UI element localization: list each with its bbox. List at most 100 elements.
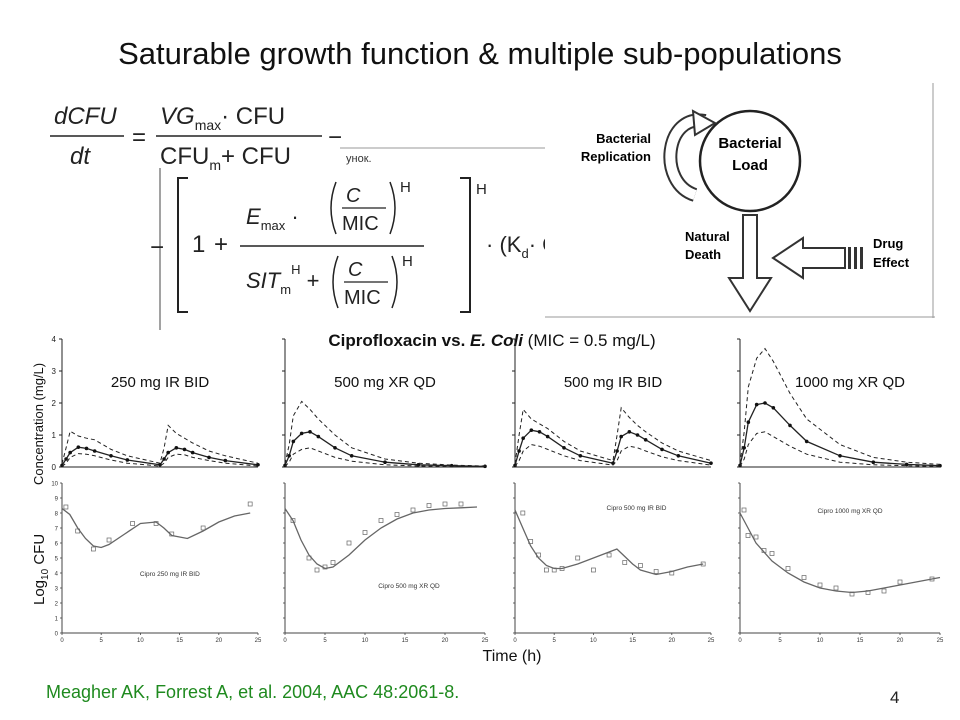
conc-point [904, 462, 909, 467]
conc-point [308, 430, 312, 434]
eq-artifact-text: унок. [346, 153, 372, 165]
cfu-observed-point [106, 537, 112, 543]
cfu-observed-point [362, 530, 368, 535]
cfu-x-tick-label: 25 [482, 638, 489, 644]
cfu-y-tick-label: 5 [55, 557, 59, 563]
cfu-observed-point [700, 561, 706, 567]
replication-arrow-icon [691, 109, 718, 137]
cfu-observed-point [75, 528, 81, 534]
svg-text:Replication: Replication [581, 149, 651, 164]
cfu-y-tick-label: 4 [55, 572, 59, 578]
svg-text:H: H [400, 179, 411, 196]
conc-bound-line [514, 444, 712, 467]
cfu-observed-point [801, 575, 807, 580]
conc-point [182, 447, 187, 452]
cfu-x-tick-label: 10 [362, 638, 369, 644]
panels-heading: Ciprofloxacin vs. E. Coli (MIC = 0.5 mg/… [328, 331, 655, 350]
conc-panel-title: 250 mg IR BID [111, 374, 210, 391]
cfu-observed-point [330, 560, 336, 565]
conc-point [529, 428, 534, 432]
cfu-observed-point [410, 507, 416, 513]
cfu-observed-point [247, 501, 253, 507]
conc-point [76, 445, 81, 449]
conc-point [162, 457, 166, 461]
svg-text:H: H [402, 253, 413, 270]
conc-point [84, 446, 89, 451]
conc-y-tick-label: 0 [52, 463, 57, 472]
conc-point [763, 401, 767, 405]
cfu-x-tick-label: 10 [817, 638, 824, 644]
conc-point [223, 458, 228, 463]
cfu-y-tick-label: 10 [51, 482, 58, 488]
conc-median-line [739, 402, 941, 467]
eq-growth-denominator: CFUm+ CFU [160, 143, 291, 173]
conc-bound-line [284, 400, 486, 467]
cfu-observed-point [929, 576, 935, 582]
cfu-x-tick-label: 10 [590, 638, 597, 644]
svg-text:Death: Death [685, 247, 721, 262]
cfu-x-tick-label: 20 [215, 638, 222, 644]
conc-point [627, 430, 632, 434]
cfu-y-tick-label: 9 [55, 497, 59, 503]
svg-text:−: − [328, 124, 342, 151]
conc-point [92, 449, 97, 453]
cfu-observed-point [817, 582, 823, 588]
svg-text:C: C [348, 259, 363, 281]
conc-point [299, 431, 304, 436]
cfu-x-tick-label: 25 [708, 638, 715, 644]
cfu-observed-point [849, 591, 855, 597]
conc-point [746, 420, 751, 424]
conc-point [643, 438, 648, 442]
cfu-observed-point [865, 590, 871, 595]
cfu-y-tick-label: 6 [55, 542, 59, 548]
cfu-observed-point [591, 567, 596, 573]
conc-point [537, 430, 542, 434]
bacterial-load-circle [698, 109, 802, 213]
conc-point [449, 463, 454, 468]
cfu-observed-point [200, 525, 206, 531]
svg-text:Effect: Effect [873, 255, 910, 270]
cfu-y-tick-label: 3 [55, 587, 59, 593]
conc-panel-title: 1000 mg XR QD [795, 374, 905, 391]
svg-text:=: = [132, 124, 146, 151]
cfu-panel-label: Cipro 1000 mg XR QD [817, 508, 882, 515]
conc-point [709, 461, 713, 465]
cfu-x-tick-label: 25 [937, 638, 944, 644]
cfu-x-tick-label: 15 [176, 638, 183, 644]
conc-point [562, 446, 566, 450]
svg-text:MIC: MIC [342, 213, 379, 235]
conc-y-tick-label: 3 [52, 367, 57, 376]
cfu-observed-point [130, 521, 135, 526]
pk-pd-panels: Ciprofloxacin vs. E. Coli (MIC = 0.5 mg/… [31, 331, 944, 665]
cfu-observed-point [520, 510, 526, 516]
eq-sit: SITmH + [246, 262, 319, 297]
cfu-x-tick-label: 25 [255, 638, 262, 644]
conc-median-line [284, 431, 486, 468]
conc-point [521, 436, 525, 440]
cfu-observed-point [761, 548, 767, 553]
cfu-x-tick-label: 20 [668, 638, 675, 644]
cfu-observed-point [881, 588, 887, 594]
citation: Meagher AK, Forrest A, et al. 2004, AAC … [46, 682, 460, 702]
cfu-observed-point [290, 518, 296, 523]
conc-median-line [61, 446, 259, 466]
conc-ylabel: Concentration (mg/L) [31, 363, 46, 485]
cfu-x-tick-label: 15 [857, 638, 864, 644]
cfu-observed-point [785, 566, 791, 571]
conc-point [64, 457, 68, 461]
svg-text:+: + [214, 231, 228, 258]
cfu-panel-label: Cipro 500 mg IR BID [607, 505, 667, 512]
cfu-observed-point [458, 501, 464, 507]
conc-point [676, 454, 681, 458]
svg-text:Natural: Natural [685, 229, 730, 244]
conc-point [615, 449, 619, 453]
conc-point [291, 439, 296, 444]
cfu-observed-point [669, 570, 675, 576]
cfu-ylabel: Log10 CFU [31, 534, 51, 605]
cfu-observed-point [91, 546, 96, 552]
cfu-x-tick-label: 0 [513, 638, 517, 644]
cfu-model-line [61, 507, 251, 549]
conc-point [619, 434, 623, 439]
conc-point [333, 446, 337, 450]
cfu-y-tick-label: 8 [55, 512, 59, 518]
